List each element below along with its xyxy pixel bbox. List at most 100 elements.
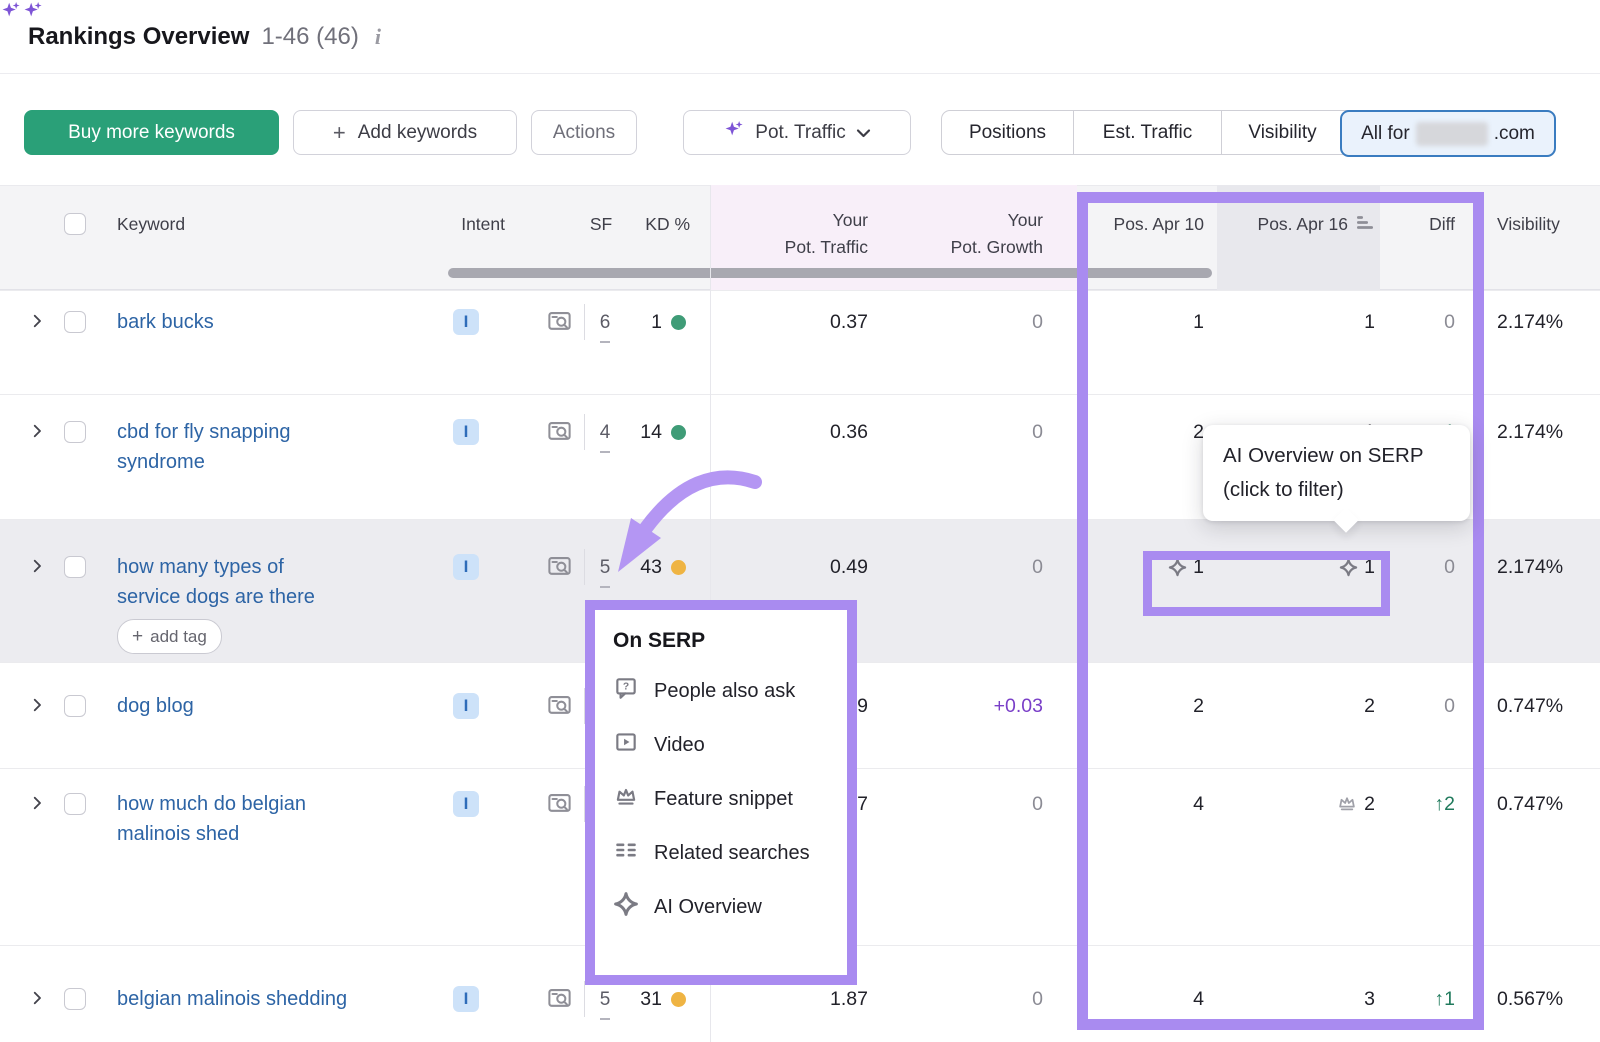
on-serp-item-label: People also ask (654, 680, 795, 703)
keyword-link[interactable]: how much do belgian malinois shed (117, 793, 306, 845)
pos-apr10-value: 1 (1193, 556, 1204, 578)
segment-positions[interactable]: Positions (942, 111, 1073, 154)
expand-chevron-icon[interactable] (28, 794, 46, 817)
serp-features-icon[interactable] (546, 308, 573, 340)
add-keywords-button[interactable]: + Add keywords (293, 110, 517, 155)
expand-chevron-icon[interactable] (28, 696, 46, 719)
serp-features-icon[interactable] (546, 790, 573, 822)
pot-growth-cell: 0 (905, 789, 1043, 819)
expand-chevron-icon[interactable] (28, 312, 46, 335)
serp-features-icon[interactable] (546, 985, 573, 1017)
diff-cell: ↑2 (1385, 789, 1455, 819)
on-serp-popup: On SERP ? People also ask Video Feature sni… (585, 600, 857, 985)
serp-sf-divider (584, 304, 585, 340)
tooltip-line2: (click to filter) (1223, 473, 1450, 507)
expand-chevron-icon[interactable] (28, 989, 46, 1012)
pos-apr10-cell: 4 (1085, 984, 1204, 1014)
on-serp-item-people-also-ask[interactable]: ? People also ask (613, 664, 829, 718)
pos-apr10-value: 4 (1193, 988, 1204, 1010)
on-serp-title: On SERP (613, 624, 829, 658)
pos-apr10-value: 1 (1193, 311, 1204, 333)
on-serp-item-label: Related searches (654, 842, 810, 865)
kd-value: 43 (640, 556, 662, 578)
kd-value: 14 (640, 421, 662, 443)
kd-difficulty-dot (671, 425, 686, 440)
column-header-intent: Intent (420, 211, 505, 238)
svg-text:?: ? (623, 682, 629, 693)
info-icon[interactable]: i (375, 24, 381, 50)
keyword-cell: belgian malinois shedding (117, 984, 387, 1014)
keyword-link[interactable]: dog blog (117, 695, 194, 717)
row-checkbox[interactable] (64, 421, 86, 443)
expand-chevron-icon[interactable] (28, 422, 46, 445)
row-checkbox[interactable] (64, 311, 86, 333)
column-header-pos-apr16[interactable]: Pos. Apr 16 (1195, 211, 1375, 238)
pos-apr10-cell: 1 (1085, 307, 1204, 337)
column-header-pos-apr16-label: Pos. Apr 16 (1258, 211, 1348, 238)
column-header-pos-apr10: Pos. Apr 10 (1084, 211, 1204, 238)
on-serp-item-label: Feature snippet (654, 788, 793, 811)
crown-icon[interactable] (1336, 792, 1358, 823)
segment-visibility[interactable]: Visibility (1221, 111, 1343, 154)
buy-more-keywords-button[interactable]: Buy more keywords (24, 110, 279, 155)
video-icon (613, 729, 639, 761)
pot-traffic-cell: 0.49 (730, 552, 868, 582)
pot-growth-cell: 0 (905, 307, 1043, 337)
pos-apr16-value: 1 (1364, 556, 1375, 578)
segment-domain-prefix: All for (1361, 123, 1410, 145)
pot-growth-cell: 0 (905, 984, 1043, 1014)
keyword-cell: bark bucks (117, 307, 377, 337)
ai-sparkle-icon (723, 119, 745, 147)
on-serp-item-ai-overview[interactable]: AI Overview (613, 880, 829, 934)
segment-est-traffic[interactable]: Est. Traffic (1073, 111, 1221, 154)
on-serp-item-related-searches[interactable]: Related searches (613, 826, 829, 880)
row-checkbox[interactable] (64, 793, 86, 815)
actions-button[interactable]: Actions (531, 110, 637, 155)
serp-features-icon[interactable] (546, 692, 573, 724)
serp-features-icon[interactable] (546, 418, 573, 450)
serp-features-icon[interactable] (546, 553, 573, 585)
expand-chevron-icon[interactable] (28, 557, 46, 580)
ai-overview-icon[interactable] (1168, 556, 1187, 586)
keyword-link[interactable]: belgian malinois shedding (117, 988, 347, 1010)
pot-traffic-cell: 1.87 (730, 984, 868, 1014)
ai-overview-tooltip: AI Overview on SERP (click to filter) (1203, 425, 1470, 521)
kd-difficulty-dot (671, 992, 686, 1007)
ai-overview-icon[interactable] (1339, 556, 1358, 586)
pos-apr16-cell: 3 (1245, 984, 1375, 1014)
pos-apr16-value: 1 (1364, 311, 1375, 333)
segment-all-for-domain[interactable]: All for .com (1340, 110, 1556, 157)
visibility-cell: 2.174% (1497, 552, 1563, 582)
add-keywords-label: Add keywords (358, 122, 477, 144)
row-checkbox[interactable] (64, 556, 86, 578)
intent-badge[interactable]: I (453, 419, 479, 445)
kd-cell: 1 (602, 307, 686, 337)
pos-apr16-cell: 2 (1245, 691, 1375, 721)
add-tag-button[interactable]: +add tag (117, 619, 222, 654)
on-serp-item-video[interactable]: Video (613, 718, 829, 772)
column-header-keyword: Keyword (117, 211, 185, 238)
row-checkbox[interactable] (64, 988, 86, 1010)
intent-badge[interactable]: I (453, 309, 479, 335)
intent-badge[interactable]: I (453, 693, 479, 719)
intent-badge[interactable]: I (453, 791, 479, 817)
pos-apr16-cell: 1 (1245, 307, 1375, 337)
keyword-link[interactable]: cbd for fly snapping syndrome (117, 421, 290, 473)
intent-badge[interactable]: I (453, 554, 479, 580)
pos-apr16-cell: 1 (1245, 552, 1375, 586)
row-checkbox[interactable] (64, 695, 86, 717)
on-serp-item-label: Video (654, 734, 705, 757)
view-switcher: Positions Est. Traffic Visibility All fo… (941, 110, 1556, 155)
metric-dropdown[interactable]: Pot. Traffic (683, 110, 911, 155)
pos-apr10-cell: 2 (1085, 417, 1204, 447)
tooltip-line1: AI Overview on SERP (1223, 439, 1450, 473)
intent-badge[interactable]: I (453, 986, 479, 1012)
horizontal-scrollbar[interactable] (448, 268, 1212, 278)
serp-sf-divider (584, 414, 585, 450)
pot-traffic-cell: 0.37 (730, 307, 868, 337)
select-all-checkbox[interactable] (64, 213, 86, 235)
on-serp-item-feature-snippet[interactable]: Feature snippet (613, 772, 829, 826)
keyword-link[interactable]: how many types of service dogs are there (117, 556, 315, 608)
kd-value: 31 (640, 988, 662, 1010)
keyword-link[interactable]: bark bucks (117, 311, 214, 333)
